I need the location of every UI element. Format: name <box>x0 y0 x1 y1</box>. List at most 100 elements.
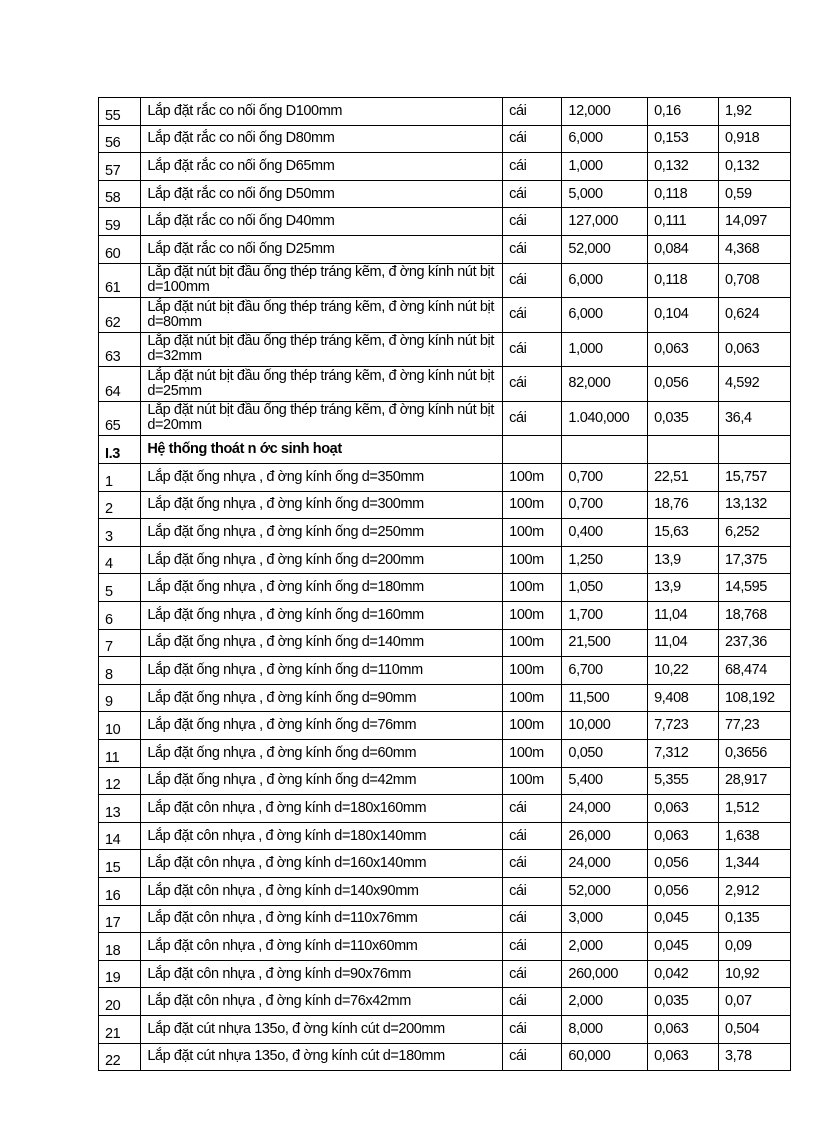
cell-no: 12 <box>97 766 142 796</box>
table-row: 21 Lắp đặt cút nhựa 135o, đ ờng kính cút … <box>97 1014 791 1044</box>
cell-desc: Lắp đặt rắc co nối ống D100mm <box>140 97 504 126</box>
cell-qty: 11,500 <box>561 683 649 713</box>
table-row: 57 Lắp đặt rắc co nối ống D65mm cái 1,000 0,… <box>97 152 791 181</box>
cell-total: 3,78 <box>718 1042 791 1072</box>
cell-no: 60 <box>97 234 142 264</box>
cell-qty: 12,000 <box>561 97 649 126</box>
table-row: 22 Lắp đặt cút nhựa 135o, đ ờng kính cút … <box>97 1042 791 1072</box>
cell-no: 55 <box>97 97 142 126</box>
cell-total: 0,708 <box>718 262 791 299</box>
table-row: 9 Lắp đặt ống nhựa , đ ờng kính ống d=90m… <box>97 683 791 713</box>
cell-qty: 1.040,000 <box>561 400 649 437</box>
cell-qty: 127,000 <box>561 207 649 236</box>
cell-unit: cái <box>502 904 563 934</box>
cell-no: 58 <box>97 179 142 209</box>
table-row: 58 Lắp đặt rắc co nối ống D50mm cái 5,000 0,… <box>97 179 791 209</box>
cell-qty: 21,500 <box>561 628 649 658</box>
cell-no: 65 <box>97 400 142 437</box>
cell-desc: Lắp đặt rắc co nối ống D50mm <box>140 179 504 209</box>
cell-qty: 1,700 <box>561 601 649 630</box>
table-row: 11 Lắp đặt ống nhựa , đ ờng kính ống d=60… <box>97 739 791 768</box>
table-row: 15 Lắp đặt côn nhựa , đ ờng kính d=160x14… <box>97 849 791 878</box>
cell-desc: Lắp đặt côn nhựa , đ ờng kính d=180x140m… <box>140 821 504 851</box>
cell-total: 4,592 <box>718 366 791 402</box>
cell-total: 0,504 <box>718 1014 791 1044</box>
cell-total: 14,097 <box>718 207 791 236</box>
cell-unit: cái <box>502 1042 563 1072</box>
cell-unit: cái <box>502 124 563 154</box>
cell-desc: Lắp đặt côn nhựa , đ ờng kính d=180x160m… <box>140 794 504 823</box>
cell-desc: Lắp đặt ống nhựa , đ ờng kính ống d=110m… <box>140 656 504 685</box>
cell-unit: cái <box>502 987 563 1016</box>
cell-unit: 100m <box>502 683 563 713</box>
cell-norm: 0,153 <box>647 124 720 154</box>
cell-no: 7 <box>97 628 142 658</box>
cell-qty: 5,000 <box>561 179 649 209</box>
table-row: 63 Lắp đặt nút bịt đầu ống thép tráng kẽm… <box>97 331 791 368</box>
cell-total: 10,92 <box>718 959 791 989</box>
cell-norm: 11,04 <box>647 601 720 630</box>
cell-qty: 26,000 <box>561 821 649 851</box>
table-row: 6 Lắp đặt ống nhựa , đ ờng kính ống d=160… <box>97 601 791 630</box>
cell-desc: Lắp đặt ống nhựa , đ ờng kính ống d=140m… <box>140 628 504 658</box>
cell-total: 4,368 <box>718 234 791 264</box>
cell-no: 1 <box>97 463 142 492</box>
cell-qty: 6,000 <box>561 262 649 299</box>
cell-total: 0,3656 <box>718 739 791 768</box>
cell-no: 4 <box>97 545 142 575</box>
cell-no: 6 <box>97 601 142 630</box>
cell-desc: Lắp đặt ống nhựa , đ ờng kính ống d=200m… <box>140 545 504 575</box>
cell-total: 0,063 <box>718 331 791 368</box>
cell-unit: cái <box>502 821 563 851</box>
cell-desc: Lắp đặt ống nhựa , đ ờng kính ống d=250m… <box>140 518 504 547</box>
empty-cell <box>502 435 563 465</box>
table-row: 4 Lắp đặt ống nhựa , đ ờng kính ống d=200… <box>97 545 791 575</box>
cell-no: 10 <box>97 711 142 740</box>
cell-no: 57 <box>97 152 142 181</box>
cell-norm: 0,056 <box>647 876 720 906</box>
cell-unit: 100m <box>502 628 563 658</box>
table-row: 59 Lắp đặt rắc co nối ống D40mm cái 127,000… <box>97 207 791 236</box>
empty-cell <box>561 435 649 465</box>
cell-unit: 100m <box>502 656 563 685</box>
section-title: Hệ thống thoát n ớc sinh hoạt <box>140 435 504 465</box>
cell-total: 0,07 <box>718 987 791 1016</box>
cell-no: 9 <box>97 683 142 713</box>
cell-desc: Lắp đặt nút bịt đầu ống thép tráng kẽm, … <box>140 366 504 402</box>
table-row: 5 Lắp đặt ống nhựa , đ ờng kính ống d=180… <box>97 573 791 603</box>
cell-total: 13,132 <box>718 490 791 520</box>
cell-desc: Lắp đặt rắc co nối ống D25mm <box>140 234 504 264</box>
table-row: 19 Lắp đặt côn nhựa , đ ờng kính d=90x76m… <box>97 959 791 989</box>
cell-no: 21 <box>97 1014 142 1044</box>
table-row: 3 Lắp đặt ống nhựa , đ ờng kính ống d=250… <box>97 518 791 547</box>
table-row: 56 Lắp đặt rắc co nối ống D80mm cái 6,000 0,… <box>97 124 791 154</box>
cell-total: 1,638 <box>718 821 791 851</box>
cell-desc: Lắp đặt ống nhựa , đ ờng kính ống d=90mm <box>140 683 504 713</box>
cell-no: 15 <box>97 849 142 878</box>
cell-unit: cái <box>502 97 563 126</box>
cell-desc: Lắp đặt ống nhựa , đ ờng kính ống d=76mm <box>140 711 504 740</box>
cell-qty: 2,000 <box>561 932 649 961</box>
cell-no: 19 <box>97 959 142 989</box>
table-row: 65 Lắp đặt nút bịt đầu ống thép tráng kẽm… <box>97 400 791 437</box>
cell-norm: 22,51 <box>647 463 720 492</box>
table-row: 1 Lắp đặt ống nhựa , đ ờng kính ống d=350… <box>97 463 791 492</box>
cell-no: 3 <box>97 518 142 547</box>
cell-norm: 0,056 <box>647 849 720 878</box>
cell-total: 0,132 <box>718 152 791 181</box>
table-row: 16 Lắp đặt côn nhựa , đ ờng kính d=140x90… <box>97 876 791 906</box>
cell-desc: Lắp đặt côn nhựa , đ ờng kính d=110x60mm <box>140 932 504 961</box>
cell-desc: Lắp đặt rắc co nối ống D40mm <box>140 207 504 236</box>
table-row: 20 Lắp đặt côn nhựa , đ ờng kính d=76x42m… <box>97 987 791 1016</box>
cell-no: 22 <box>97 1042 142 1072</box>
cell-total: 108,192 <box>718 683 791 713</box>
cell-desc: Lắp đặt ống nhựa , đ ờng kính ống d=160m… <box>140 601 504 630</box>
cell-norm: 0,104 <box>647 297 720 333</box>
cell-norm: 7,723 <box>647 711 720 740</box>
cell-qty: 2,000 <box>561 987 649 1016</box>
cell-norm: 0,084 <box>647 234 720 264</box>
cell-total: 0,09 <box>718 932 791 961</box>
cell-total: 1,512 <box>718 794 791 823</box>
cell-qty: 0,700 <box>561 490 649 520</box>
cell-unit: cái <box>502 152 563 181</box>
